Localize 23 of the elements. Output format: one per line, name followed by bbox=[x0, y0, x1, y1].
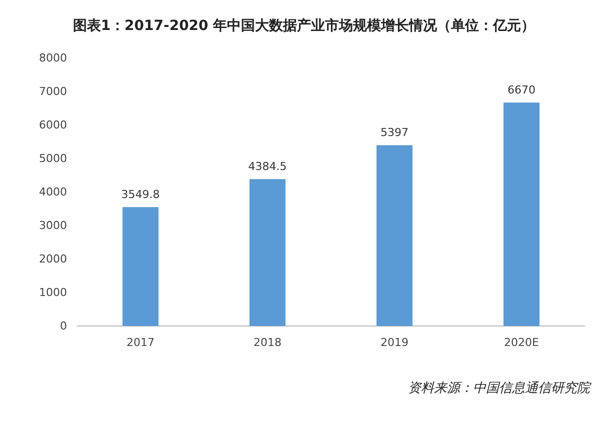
y-tick-label: 3000 bbox=[39, 219, 67, 232]
y-tick-label: 0 bbox=[60, 320, 67, 333]
bar bbox=[376, 145, 412, 326]
data-label: 6670 bbox=[508, 84, 536, 97]
x-tick-label: 2019 bbox=[380, 336, 408, 349]
x-tick-label: 2020E bbox=[504, 336, 540, 349]
bar bbox=[250, 179, 286, 326]
y-tick-label: 5000 bbox=[39, 152, 67, 166]
y-tick-label: 1000 bbox=[39, 286, 67, 300]
x-tick-label: 2018 bbox=[254, 336, 282, 349]
bar bbox=[504, 102, 540, 326]
y-tick-label: 6000 bbox=[39, 118, 67, 132]
y-tick-label: 2000 bbox=[39, 252, 67, 266]
chart-title: 图表1：2017-2020 年中国大数据产业市场规模增长情况（单位：亿元） bbox=[72, 17, 536, 34]
data-label: 4384.5 bbox=[248, 160, 287, 174]
text: 资料来源：中国信息通信研究院 bbox=[408, 381, 592, 396]
y-tick-label: 7000 bbox=[39, 85, 67, 98]
data-label: 5397 bbox=[380, 126, 408, 140]
x-tick-label: 2017 bbox=[126, 336, 154, 349]
y-tick-label: 8000 bbox=[39, 52, 67, 65]
data-label: 3549.8 bbox=[121, 188, 160, 202]
bar bbox=[122, 207, 158, 326]
y-tick-label: 4000 bbox=[39, 186, 67, 199]
